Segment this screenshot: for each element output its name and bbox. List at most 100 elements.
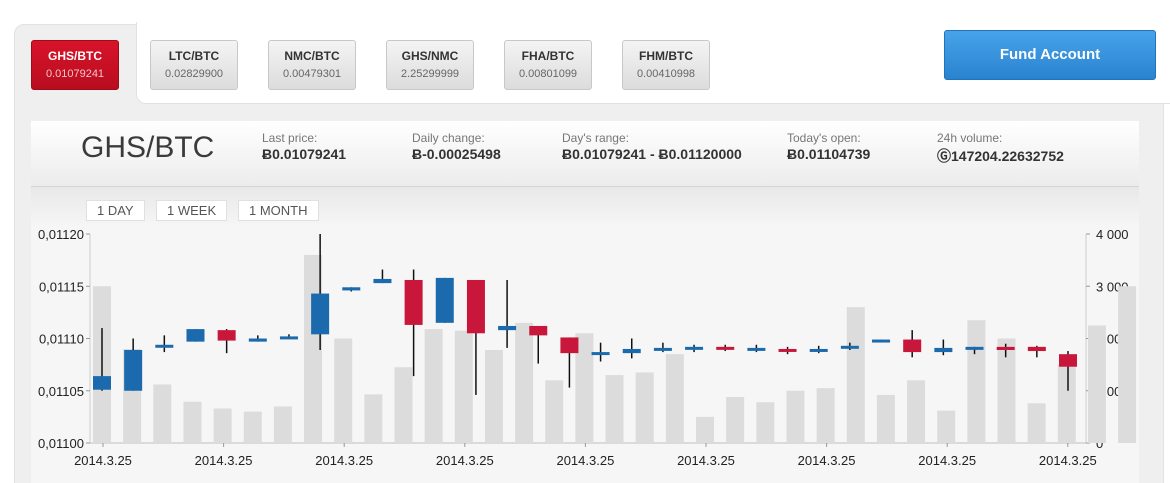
volume-bar [1087, 325, 1106, 443]
pair-tab-name: GHS/BTC [48, 49, 102, 63]
volume-bar [424, 329, 443, 443]
y-tick-label-right: 0 [1096, 436, 1103, 451]
range-1-week-button[interactable]: 1 WEEK [156, 200, 228, 221]
stat-label: Today's open: [787, 131, 861, 145]
volume-bar [786, 390, 805, 443]
pair-tab-price: 2.25299999 [400, 68, 460, 80]
candle-down [466, 279, 485, 334]
candle-down [716, 346, 735, 350]
candle-up [93, 376, 111, 390]
candle-up [809, 348, 828, 352]
y-tick-label-left: 0,01100 [38, 436, 84, 451]
volume-bar [635, 372, 654, 443]
pair-tab-price: 0.01079241 [45, 68, 105, 80]
volume-bar [997, 338, 1016, 443]
stat-label: 24h volume: [937, 131, 1003, 145]
x-tick-label: 2014.3.25 [315, 453, 373, 468]
volume-bar [726, 397, 745, 443]
stat-value: Ƀ0.01079241 [262, 146, 347, 162]
pair-tab-nmc-btc[interactable]: NMC/BTC 0.00479301 [268, 40, 356, 90]
range-1-day-button[interactable]: 1 DAY [86, 200, 145, 221]
volume-bar [907, 380, 926, 443]
pair-tab-price: 0.00410998 [636, 68, 696, 80]
candle-down [560, 337, 579, 354]
stat-todays-open: Today's open: Ƀ0.01104739 [787, 131, 870, 162]
x-tick-label: 2014.3.25 [74, 453, 132, 468]
candle-up [311, 293, 330, 335]
fund-account-button[interactable]: Fund Account [944, 30, 1156, 80]
candle-up [840, 345, 859, 349]
candle-up [279, 336, 298, 340]
stat-last-price: Last price: Ƀ0.01079241 [262, 131, 346, 162]
stat-value: Ƀ0.01104739 [787, 146, 871, 162]
volume-bar [334, 338, 353, 443]
range-1-month-button[interactable]: 1 MONTH [238, 200, 319, 221]
candle-down [903, 339, 922, 353]
candle-down [1059, 354, 1077, 367]
stat-label: Day's range: [562, 131, 629, 145]
pair-tab-ltc-btc[interactable]: LTC/BTC 0.02829900 [150, 40, 238, 90]
volume-bar [756, 402, 775, 443]
volume-bar [816, 388, 835, 443]
y-tick-label-left: 0,01115 [39, 279, 84, 294]
pair-info-bar: GHS/BTC Last price: Ƀ0.01079241 Daily ch… [31, 121, 1139, 187]
candle-down [1027, 346, 1046, 352]
y-tick-label-left: 0,01110 [39, 332, 84, 347]
volume-bar [665, 354, 684, 443]
pair-tab-name: GHS/NMC [401, 49, 459, 63]
pair-tab-price: 0.00479301 [282, 68, 342, 80]
candle-up [591, 352, 610, 356]
volume-bar [454, 330, 473, 443]
pair-tab-name: NMC/BTC [284, 49, 340, 63]
candle-up [653, 347, 672, 351]
volume-bar [967, 320, 986, 443]
candle-up [747, 347, 766, 351]
volume-bar [213, 408, 232, 443]
candle-down [996, 346, 1015, 350]
pair-tab-ghs-nmc[interactable]: GHS/NMC 2.25299999 [386, 40, 474, 90]
volume-bar [153, 384, 172, 443]
x-tick-label: 2014.3.25 [798, 453, 856, 468]
stat-value: Ƀ-0.00025498 [412, 146, 501, 162]
pair-tab-fhm-btc[interactable]: FHM/BTC 0.00410998 [622, 40, 710, 90]
candle-up [373, 278, 392, 284]
volume-bar [273, 406, 292, 443]
y-tick-label-left: 0,01105 [38, 384, 84, 399]
x-tick-label: 2014.3.25 [195, 453, 253, 468]
candle-up [342, 287, 361, 291]
stat-24h-volume: 24h volume: Ⓖ147204.22632752 [937, 131, 1064, 166]
candle-up [155, 344, 174, 348]
pair-tab-fha-btc[interactable]: FHA/BTC 0.00801099 [504, 40, 592, 90]
pair-tab-name: LTC/BTC [168, 49, 220, 63]
volume-bar [484, 349, 503, 443]
x-tick-label: 2014.3.25 [556, 453, 614, 468]
volume-bar [243, 411, 262, 443]
volume-bar [183, 401, 202, 443]
pair-tab-ghs-btc[interactable]: GHS/BTC 0.01079241 [31, 40, 119, 90]
candle-down [778, 348, 797, 352]
stat-label: Daily change: [412, 131, 485, 145]
x-tick-label: 2014.3.25 [436, 453, 494, 468]
volume-bar [1118, 286, 1137, 443]
candle-up [872, 339, 891, 343]
stat-label: Last price: [262, 131, 318, 145]
candle-up [186, 329, 205, 342]
page-title: GHS/BTC [81, 131, 215, 164]
volume-bar [1057, 364, 1076, 443]
pair-tab-price: 0.00801099 [518, 68, 578, 80]
volume-bar [937, 410, 956, 443]
stat-days-range: Day's range: Ƀ0.01079241 - Ƀ0.01120000 [562, 131, 742, 162]
volume-bar [876, 394, 895, 443]
stat-value: Ƀ0.01079241 - Ƀ0.01120000 [562, 146, 742, 162]
candle-up [248, 338, 267, 342]
candle-up [435, 277, 454, 323]
volume-bar [605, 375, 624, 443]
candle-up [685, 346, 704, 350]
pair-tab-name: FHM/BTC [639, 49, 693, 63]
volume-bar [545, 380, 564, 443]
candle-down [529, 325, 548, 336]
candle-up [498, 325, 517, 331]
candle-up [965, 346, 984, 350]
y-tick-label-left: 0,01120 [38, 227, 84, 242]
